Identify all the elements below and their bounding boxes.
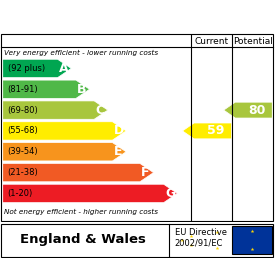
Text: D: D xyxy=(114,124,124,138)
Polygon shape xyxy=(3,163,153,182)
Text: (92 plus): (92 plus) xyxy=(8,64,45,73)
Text: Potential: Potential xyxy=(233,37,273,46)
Polygon shape xyxy=(3,143,126,161)
Text: (1-20): (1-20) xyxy=(8,189,33,198)
Text: C: C xyxy=(96,104,105,117)
Text: B: B xyxy=(77,83,87,96)
Text: (21-38): (21-38) xyxy=(8,168,39,177)
Text: Very energy efficient - lower running costs: Very energy efficient - lower running co… xyxy=(4,50,158,56)
Text: 80: 80 xyxy=(248,104,265,117)
Polygon shape xyxy=(224,102,272,118)
Polygon shape xyxy=(183,123,232,139)
Text: E: E xyxy=(114,145,122,158)
Text: Current: Current xyxy=(195,37,229,46)
Polygon shape xyxy=(3,80,89,99)
FancyBboxPatch shape xyxy=(232,226,272,254)
Polygon shape xyxy=(3,122,126,140)
Polygon shape xyxy=(3,101,108,119)
Polygon shape xyxy=(3,184,177,203)
Text: A: A xyxy=(59,62,69,75)
Text: England & Wales: England & Wales xyxy=(20,233,145,246)
Text: (39-54): (39-54) xyxy=(8,147,38,156)
Text: 59: 59 xyxy=(207,124,224,138)
Text: G: G xyxy=(165,187,175,200)
Text: EU Directive
2002/91/EC: EU Directive 2002/91/EC xyxy=(175,228,227,248)
Text: (69-80): (69-80) xyxy=(8,106,39,115)
Text: Not energy efficient - higher running costs: Not energy efficient - higher running co… xyxy=(4,209,158,215)
Text: Energy Efficiency Rating: Energy Efficiency Rating xyxy=(8,9,210,24)
Text: F: F xyxy=(141,166,150,179)
Text: (55-68): (55-68) xyxy=(8,126,39,135)
Text: (81-91): (81-91) xyxy=(8,85,38,94)
Polygon shape xyxy=(3,59,71,78)
